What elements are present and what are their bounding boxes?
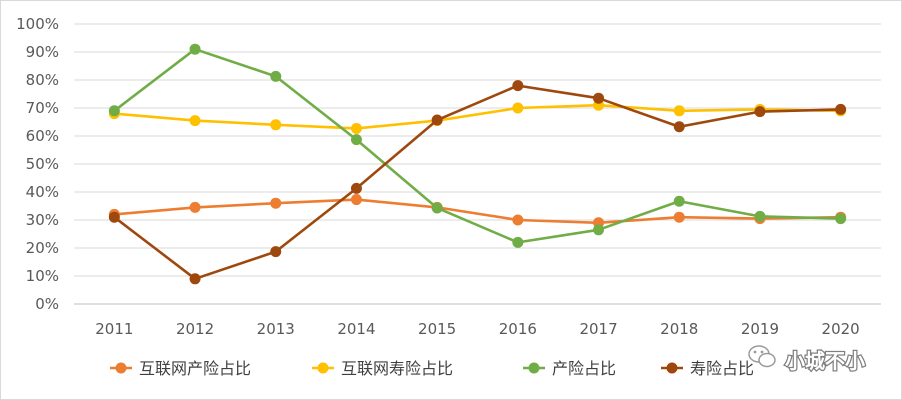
- legend-marker: [115, 362, 127, 374]
- data-point: [108, 105, 120, 117]
- y-tick-label: 50%: [26, 155, 59, 173]
- data-point: [512, 80, 524, 92]
- data-point: [270, 70, 282, 82]
- data-point: [350, 194, 362, 206]
- data-point: [512, 102, 524, 114]
- x-axis-ticks: 2011 2012 2013 2014 2015 2016 2017 2018 2019 2020: [95, 320, 859, 338]
- series-lines: [108, 43, 847, 285]
- data-point: [431, 114, 443, 126]
- data-point: [673, 121, 685, 133]
- legend-marker: [528, 362, 540, 374]
- wechat-icon: [748, 345, 776, 368]
- x-tick-label: 2012: [176, 320, 214, 338]
- legend-marker: [317, 362, 329, 374]
- data-point: [593, 224, 605, 236]
- data-point: [431, 202, 443, 214]
- series-4: [108, 80, 847, 285]
- data-point: [512, 236, 524, 248]
- data-point: [189, 201, 201, 213]
- x-tick-label: 2016: [499, 320, 537, 338]
- y-tick-label: 90%: [26, 43, 59, 61]
- legend: 互联网产险占比 互联网寿险占比 产险占比 寿险占比: [110, 359, 754, 378]
- y-tick-label: 60%: [26, 127, 59, 145]
- legend-label: 寿险占比: [690, 359, 754, 378]
- data-point: [270, 119, 282, 131]
- x-tick-label: 2011: [95, 320, 133, 338]
- data-point: [835, 103, 847, 115]
- data-point: [673, 195, 685, 207]
- x-tick-label: 2014: [337, 320, 375, 338]
- legend-label: 互联网产险占比: [139, 359, 251, 378]
- data-point: [350, 134, 362, 146]
- gridlines: [74, 23, 881, 305]
- data-point: [189, 43, 201, 55]
- data-point: [673, 105, 685, 117]
- data-point: [270, 197, 282, 209]
- data-point: [754, 210, 766, 222]
- legend-item: 互联网寿险占比: [312, 359, 453, 378]
- y-tick-label: 40%: [26, 183, 59, 201]
- series-line: [113, 47, 842, 244]
- y-tick-label: 70%: [26, 99, 59, 117]
- y-tick-label: 100%: [16, 15, 59, 33]
- series-line: [113, 103, 842, 130]
- data-point: [673, 211, 685, 223]
- data-point: [270, 246, 282, 258]
- legend-item: 产险占比: [523, 359, 616, 378]
- y-tick-label: 30%: [26, 211, 59, 229]
- series-3: [108, 43, 847, 248]
- series-line: [113, 84, 842, 281]
- x-tick-label: 2013: [257, 320, 295, 338]
- data-point: [754, 106, 766, 118]
- data-point: [350, 182, 362, 194]
- watermark: 小城不小: [748, 345, 866, 374]
- legend-item: 寿险占比: [661, 359, 754, 378]
- y-tick-label: 0%: [35, 295, 59, 313]
- series-line: [113, 198, 842, 225]
- data-point: [189, 115, 201, 127]
- data-point: [593, 92, 605, 104]
- x-tick-label: 2017: [579, 320, 617, 338]
- data-point: [189, 273, 201, 285]
- legend-label: 产险占比: [552, 359, 616, 378]
- data-point: [835, 213, 847, 225]
- x-tick-label: 2019: [741, 320, 779, 338]
- y-tick-label: 80%: [26, 71, 59, 89]
- y-axis-ticks: 0% 10% 20% 30% 40% 50% 60% 70% 80% 90% 100%: [16, 15, 59, 313]
- data-point: [108, 211, 120, 223]
- y-tick-label: 10%: [26, 267, 59, 285]
- data-point: [350, 122, 362, 134]
- x-tick-label: 2015: [418, 320, 456, 338]
- legend-marker: [666, 362, 678, 374]
- legend-item: 互联网产险占比: [110, 359, 251, 378]
- x-tick-label: 2020: [822, 320, 860, 338]
- x-tick-label: 2018: [660, 320, 698, 338]
- data-point: [512, 214, 524, 226]
- watermark-text: 小城不小: [785, 349, 865, 373]
- legend-label: 互联网寿险占比: [341, 359, 453, 378]
- y-tick-label: 20%: [26, 239, 59, 257]
